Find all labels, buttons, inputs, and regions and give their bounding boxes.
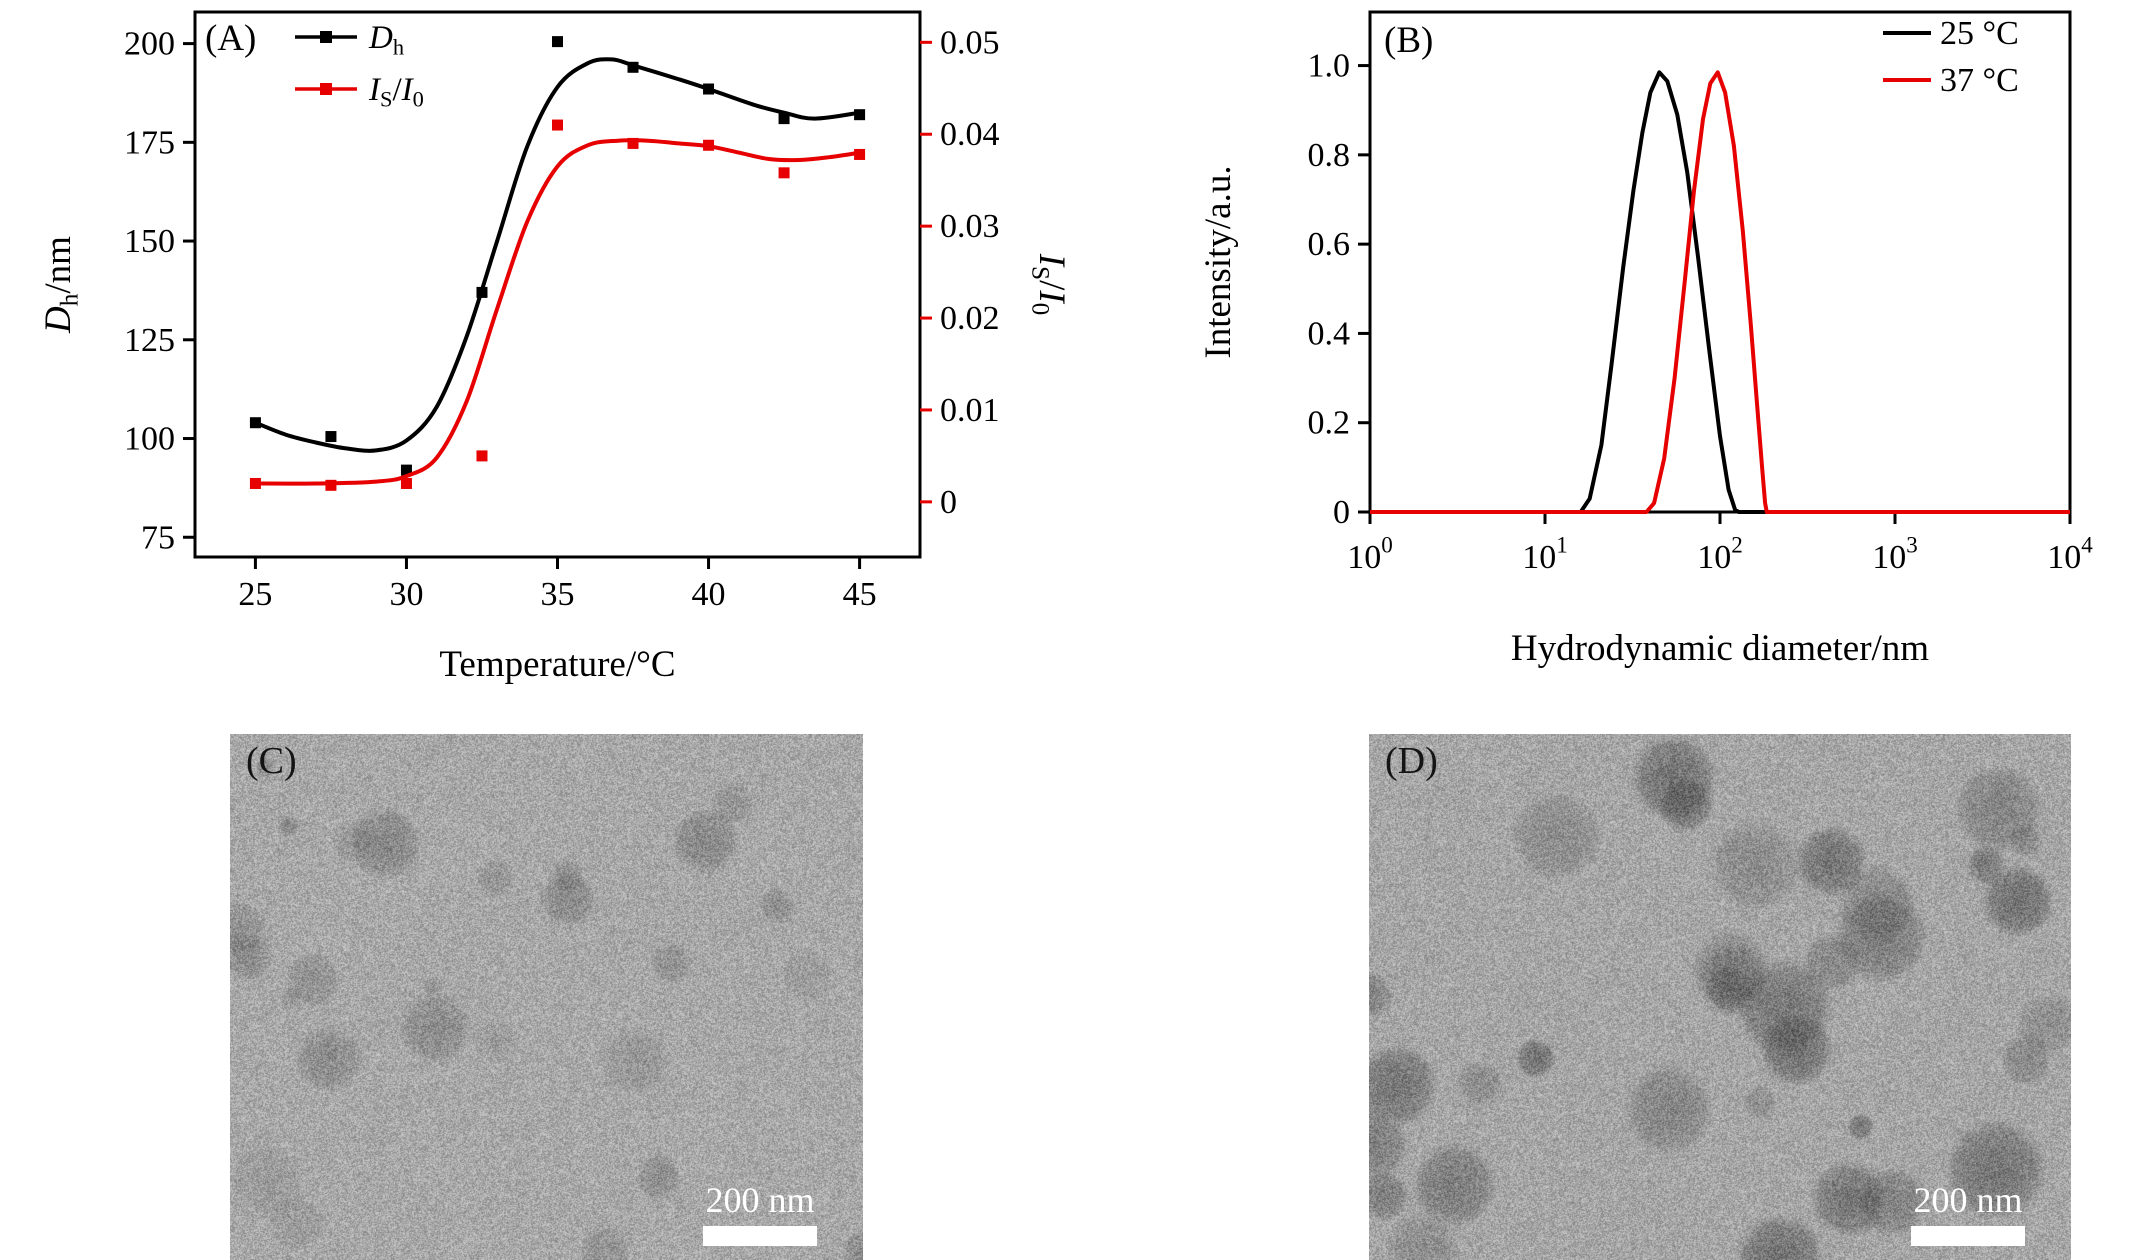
legend-label-dh: Dh [368, 20, 404, 60]
panel-d-label: (D) [1385, 740, 1438, 782]
scalebar-bar-d [1911, 1226, 2025, 1246]
series-t25 [1370, 70, 2070, 514]
data-point-isi0 [627, 137, 639, 149]
data-point-isi0 [249, 477, 261, 489]
data-point-dh [249, 417, 261, 429]
scalebar-text-d: 200 nm [1913, 1180, 2023, 1220]
y-tick-label: 0.6 [1308, 226, 1351, 263]
y-right-tick-label: 0.03 [940, 208, 1000, 245]
legend-marker-isi0 [320, 83, 332, 95]
x-tick-label: 30 [389, 576, 423, 613]
series-curve-dh [254, 57, 860, 453]
y-left-tick-label: 175 [124, 124, 175, 161]
panel-a-chart: 25 30 35 40 45 75 100 125 150 175 200 0 0.01 0.02 0.03… [38, 10, 1072, 685]
y-left-tick-label: 100 [124, 421, 175, 458]
y-tick-label: 1.0 [1308, 48, 1351, 85]
tem-micrograph-c [230, 734, 863, 1260]
y-right-tick-label: 0.01 [940, 392, 1000, 429]
data-point-isi0 [400, 477, 412, 489]
panel-c-label: (C) [246, 740, 297, 782]
y-right-tick-label: 0.02 [940, 300, 1000, 337]
y-left-tick-label: 150 [124, 223, 175, 260]
tem-micrograph-d [1369, 734, 2071, 1260]
y-tick-label: 0.2 [1308, 405, 1351, 442]
panel-d-scalebar: 200 nm [1911, 1182, 2025, 1246]
y-left-tick-label: 200 [124, 26, 175, 63]
x-tick-label: 35 [541, 576, 575, 613]
series-t37 [1370, 70, 2070, 514]
x-tick-label: 100 [1347, 532, 1393, 576]
data-point-isi0 [703, 139, 715, 151]
panel-d-tem: (D) 200 nm [1369, 734, 2071, 1260]
data-point-dh [778, 113, 790, 125]
y-tick-label: 0.8 [1308, 137, 1351, 174]
y-axis-title-b: Intensity/a.u. [1198, 165, 1239, 358]
y-tick-label: 0 [1333, 494, 1350, 531]
panel-c-scalebar: 200 nm [703, 1182, 817, 1246]
y-left-axis-title: Dh/nm [38, 236, 83, 334]
x-axis-title-a: Temperature/°C [439, 644, 675, 685]
y-right-tick-label: 0 [940, 484, 957, 521]
x-tick-label: 45 [843, 576, 877, 613]
data-point-dh [325, 431, 337, 443]
x-axis-title-b: Hydrodynamic diameter/nm [1511, 628, 1929, 669]
legend-label-t25: 25 °C [1940, 15, 2019, 52]
data-point-isi0 [552, 119, 563, 131]
data-point-dh [854, 109, 866, 121]
x-tick-label: 25 [238, 576, 272, 613]
data-point-isi0 [778, 167, 790, 179]
x-tick-label: 102 [1697, 532, 1743, 576]
series-curve-isi0 [255, 138, 860, 486]
y-right-tick-label: 0.05 [940, 24, 1000, 61]
scalebar-text-c: 200 nm [705, 1180, 815, 1220]
legend-marker-dh [320, 31, 332, 43]
data-point-isi0 [325, 479, 337, 491]
data-point-dh [476, 286, 488, 298]
legend-label-isi0: IS/I0 [368, 72, 424, 112]
data-point-dh [703, 83, 715, 95]
data-point-dh [552, 36, 563, 48]
panel-b-label: (B) [1384, 20, 1433, 61]
x-tick-label: 104 [2047, 532, 2093, 576]
data-point-dh [400, 464, 412, 476]
panel-c-tem: (C) 200 nm [230, 734, 863, 1260]
panel-a-label: (A) [205, 18, 256, 59]
legend-label-t37: 37 °C [1940, 62, 2019, 99]
x-tick-label: 101 [1522, 532, 1568, 576]
y-tick-label: 0.4 [1308, 315, 1351, 352]
data-point-isi0 [854, 148, 866, 160]
panel-b-chart: 100 101 102 103 104 0 0.2 0.4 0.6 0.8 1.0 Hydrodyna… [1198, 10, 2093, 669]
data-point-dh [627, 61, 639, 73]
scalebar-bar-c [703, 1226, 817, 1246]
data-point-isi0 [476, 450, 488, 462]
x-tick-label: 103 [1872, 532, 1918, 576]
x-tick-label: 40 [692, 576, 726, 613]
y-left-tick-label: 75 [141, 519, 175, 556]
y-right-tick-label: 0.04 [940, 116, 1000, 153]
y-left-tick-label: 125 [124, 322, 175, 359]
plot-box-a [193, 10, 922, 559]
y-right-axis-title: IS/I0 [1027, 253, 1072, 316]
